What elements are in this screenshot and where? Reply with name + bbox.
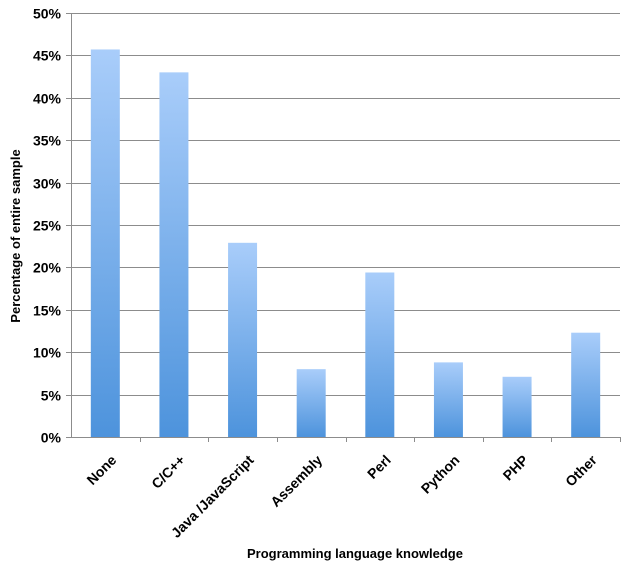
y-tick-label: 20% (33, 260, 62, 276)
axes (66, 13, 621, 442)
bar-python (433, 362, 463, 437)
y-tick-label: 40% (33, 91, 62, 107)
y-tick-label: 5% (41, 388, 62, 404)
x-tick-labels: None C/C++Java /JavaScript Assembly Perl Pyt… (83, 451, 600, 540)
bar-php (502, 376, 532, 437)
y-tick-label: 15% (33, 303, 62, 319)
x-tick-label: PHP (500, 452, 532, 484)
y-tick-label: 10% (33, 345, 62, 361)
y-tick-label: 50% (33, 6, 62, 22)
bar-assembly (296, 369, 326, 437)
x-tick-label: Assembly (267, 452, 325, 510)
bar-none (90, 49, 120, 438)
x-tick-label: Perl (364, 452, 394, 482)
y-tick-labels: 0% 5% 10% 15% 20% 25% 30% 35% 40% 45% 50% (33, 6, 62, 446)
x-tick-label: Python (418, 452, 463, 497)
bar-c-c (159, 72, 189, 438)
x-tick-label: C/C++ (148, 452, 188, 492)
y-axis-title: Percentage of entire sample (8, 149, 23, 322)
y-tick-label: 30% (33, 176, 62, 192)
y-tick-label: 0% (41, 430, 62, 446)
bar-perl (365, 272, 395, 437)
gridlines (71, 13, 620, 396)
y-tick-label: 25% (33, 218, 62, 234)
x-tick-label: Other (562, 451, 600, 489)
x-axis-title: Programming language knowledge (247, 546, 463, 561)
bar-java-javascript (228, 242, 258, 437)
bars (90, 49, 601, 438)
y-tick-label: 35% (33, 133, 62, 149)
y-tick-label: 45% (33, 48, 62, 64)
bar-other (571, 332, 601, 437)
x-tick-label: None (83, 452, 119, 488)
